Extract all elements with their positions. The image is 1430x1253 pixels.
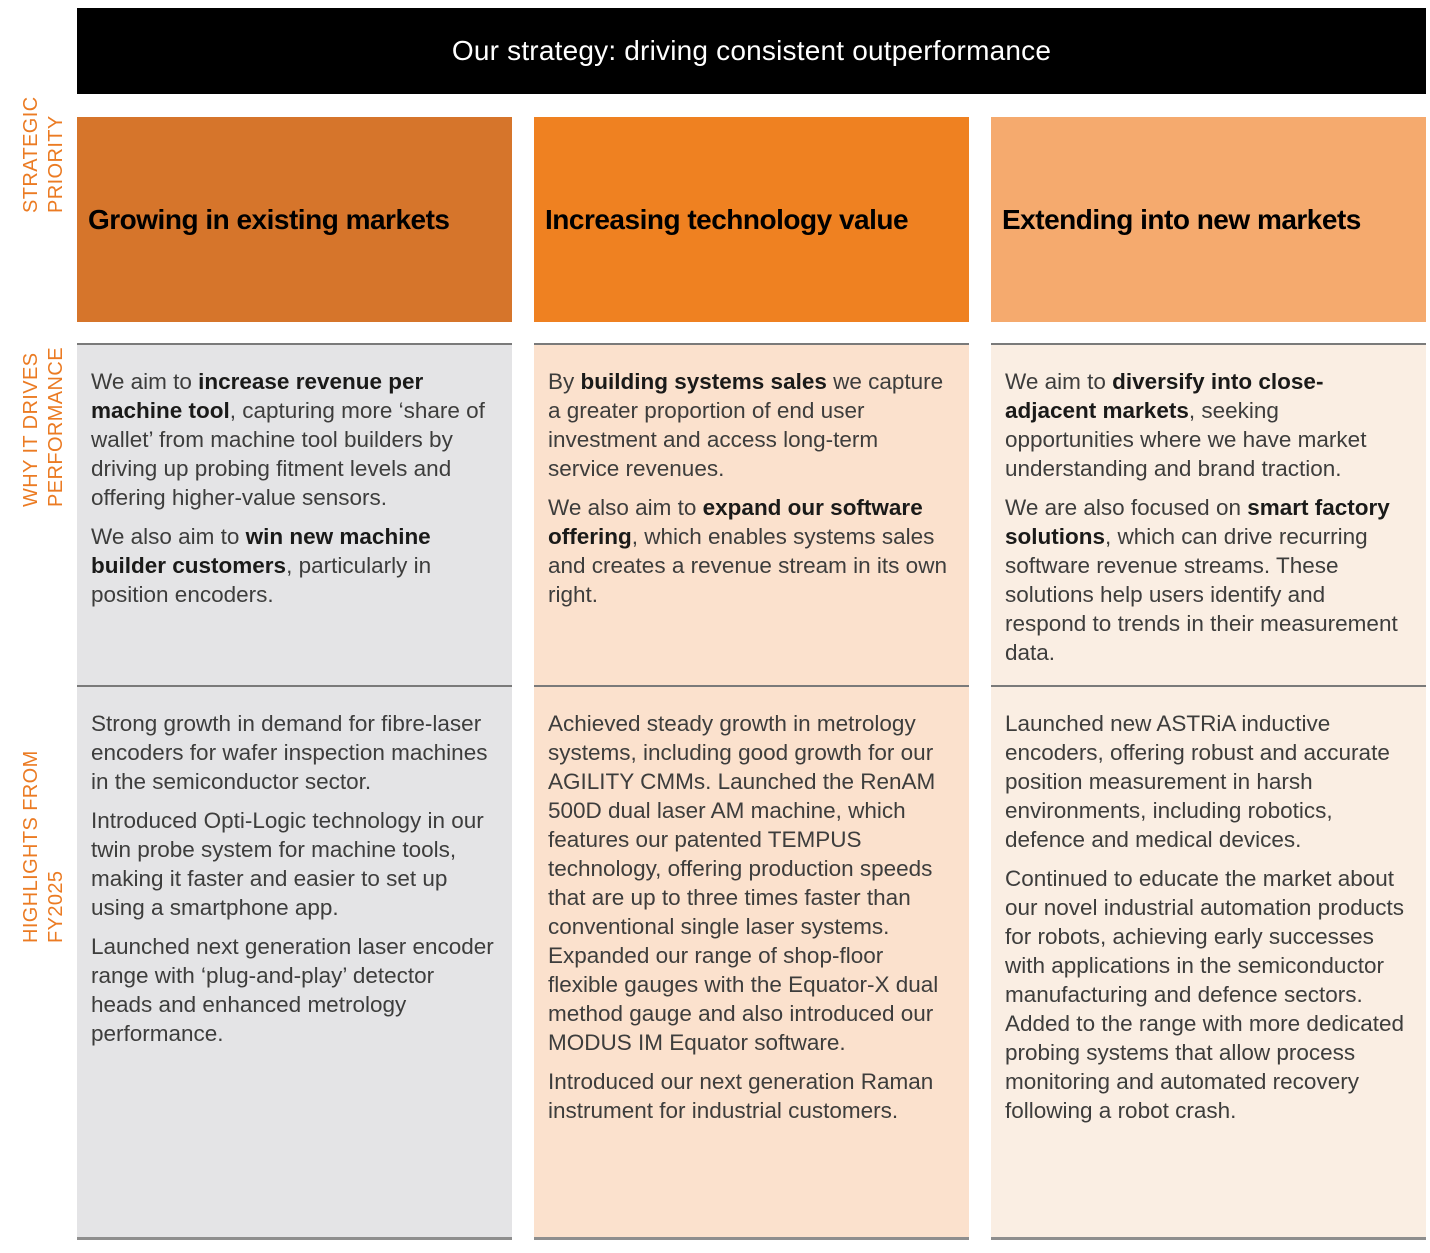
paragraph: By building systems sales we capture a g… bbox=[548, 369, 944, 481]
row-label-line: WHY IT DRIVES bbox=[20, 352, 42, 508]
column-title: Increasing technology value bbox=[545, 203, 909, 235]
column-extending-into-new-markets: Extending into new markets We aim to div… bbox=[991, 117, 1426, 1240]
page-title-bar: Our strategy: driving consistent outperf… bbox=[77, 8, 1426, 94]
paragraph: We aim to increase revenue per machine t… bbox=[91, 369, 485, 510]
paragraph: Achieved steady growth in metrology syst… bbox=[548, 711, 939, 1055]
column-title: Extending into new markets bbox=[1002, 203, 1361, 235]
paragraph: Introduced Opti-Logic technology in our … bbox=[91, 808, 484, 920]
row-label-line: STRATEGIC bbox=[20, 96, 42, 213]
page-title: Our strategy: driving consistent outperf… bbox=[451, 35, 1052, 66]
paragraph: Continued to educate the market about ou… bbox=[1005, 866, 1405, 1123]
column-title: Growing in existing markets bbox=[88, 203, 450, 235]
strategic-priority-banner: Increasing technology value bbox=[534, 117, 969, 322]
paragraph: Strong growth in demand for fibre-laser … bbox=[91, 711, 488, 794]
column-body: We aim to diversify into close-adjacent … bbox=[991, 343, 1426, 1240]
row-label-line: FY2025 bbox=[45, 870, 67, 943]
highlights-cell: Strong growth in demand for fibre-laser … bbox=[77, 687, 512, 1237]
row-label-line: PERFORMANCE bbox=[45, 347, 67, 507]
paragraph: We are also focused on smart factory sol… bbox=[1005, 495, 1398, 665]
highlights-cell: Achieved steady growth in metrology syst… bbox=[534, 687, 969, 1237]
why-it-drives-performance-cell: By building systems sales we capture a g… bbox=[534, 345, 969, 687]
highlights-cell: Launched new ASTRiA inductive encoders, … bbox=[991, 687, 1426, 1237]
column-increasing-technology-value: Increasing technology value By building … bbox=[534, 117, 969, 1240]
strategic-priority-banner: Growing in existing markets bbox=[77, 117, 512, 322]
paragraph: Launched new ASTRiA inductive encoders, … bbox=[1005, 711, 1390, 852]
column-body: We aim to increase revenue per machine t… bbox=[77, 343, 512, 1240]
strategic-priority-banner: Extending into new markets bbox=[991, 117, 1426, 322]
row-label-line: HIGHLIGHTS FROM bbox=[20, 750, 42, 943]
paragraph: We also aim to expand our software offer… bbox=[548, 495, 947, 607]
paragraph: Launched next generation laser encoder r… bbox=[91, 934, 494, 1046]
row-label-line: PRIORITY bbox=[45, 115, 67, 213]
column-growing-in-existing-markets: Growing in existing markets We aim to in… bbox=[77, 117, 512, 1240]
why-it-drives-performance-cell: We aim to diversify into close-adjacent … bbox=[991, 345, 1426, 687]
paragraph: We also aim to win new machine builder c… bbox=[91, 524, 432, 607]
paragraph: Introduced our next generation Raman ins… bbox=[548, 1069, 934, 1123]
paragraph: We aim to diversify into close-adjacent … bbox=[1005, 369, 1367, 481]
column-body: By building systems sales we capture a g… bbox=[534, 343, 969, 1240]
why-it-drives-performance-cell: We aim to increase revenue per machine t… bbox=[77, 345, 512, 687]
